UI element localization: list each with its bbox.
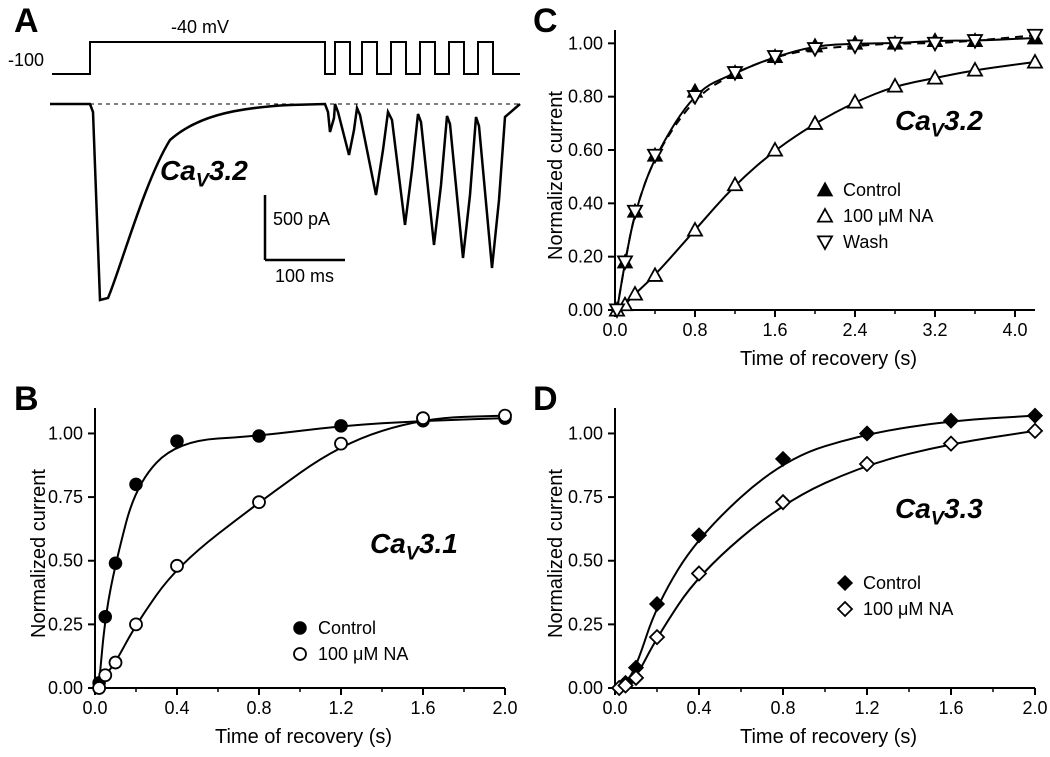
svg-text:Wash: Wash	[843, 232, 888, 252]
panel-a-scale-y: 500 pA	[273, 209, 330, 229]
svg-text:0.8: 0.8	[682, 320, 707, 340]
panel-c-title: CaV3.2	[895, 105, 983, 143]
panel-b-xlabel: Time of recovery (s)	[215, 726, 392, 749]
svg-text:0.25: 0.25	[568, 614, 603, 634]
panel-d-xlabel: Time of recovery (s)	[740, 726, 917, 749]
panel-b-title: CaV3.1	[370, 528, 458, 566]
panel-a-trace: -100 -40 mV 500 pA 100 ms	[0, 0, 525, 360]
svg-text:1.00: 1.00	[568, 423, 603, 443]
svg-text:0.00: 0.00	[568, 678, 603, 698]
svg-text:100 μM NA: 100 μM NA	[318, 644, 408, 664]
svg-text:0.00: 0.00	[48, 678, 83, 698]
svg-text:0.4: 0.4	[686, 698, 711, 718]
svg-text:0.00: 0.00	[568, 300, 603, 320]
svg-text:0.50: 0.50	[568, 551, 603, 571]
panel-c-ylabel: Normalized current	[545, 91, 568, 260]
svg-text:0.8: 0.8	[770, 698, 795, 718]
svg-text:0.75: 0.75	[568, 487, 603, 507]
svg-text:0.50: 0.50	[48, 551, 83, 571]
svg-text:0.40: 0.40	[568, 193, 603, 213]
svg-text:4.0: 4.0	[1002, 320, 1027, 340]
panel-d-title: CaV3.3	[895, 493, 983, 531]
svg-text:0.8: 0.8	[246, 698, 271, 718]
panel-a-v40: -40 mV	[171, 17, 229, 37]
panel-b: B 0.00.40.81.21.62.00.000.250.500.751.00…	[0, 378, 525, 756]
svg-text:1.00: 1.00	[48, 423, 83, 443]
svg-text:1.00: 1.00	[568, 33, 603, 53]
svg-text:0.75: 0.75	[48, 487, 83, 507]
svg-text:0.20: 0.20	[568, 247, 603, 267]
svg-text:0.80: 0.80	[568, 87, 603, 107]
svg-text:2.0: 2.0	[1022, 698, 1047, 718]
panel-a-v100: -100	[8, 50, 44, 70]
svg-text:1.6: 1.6	[938, 698, 963, 718]
panel-b-ylabel: Normalized current	[28, 469, 51, 638]
svg-text:100 μM NA: 100 μM NA	[843, 206, 933, 226]
svg-text:3.2: 3.2	[922, 320, 947, 340]
svg-text:0.25: 0.25	[48, 614, 83, 634]
svg-text:0.4: 0.4	[164, 698, 189, 718]
svg-text:100 μM NA: 100 μM NA	[863, 599, 953, 619]
svg-text:2.4: 2.4	[842, 320, 867, 340]
svg-text:Control: Control	[863, 573, 921, 593]
panel-d-chart: 0.0 0.4 0.8 1.2 1.6 2.0 0.00 0.25 0.50 0.75 1.00 Co…	[525, 378, 1050, 756]
svg-text:1.6: 1.6	[410, 698, 435, 718]
panel-b-chart: 0.0 0.4 0.8 1.2 1.6 2.0 0.00 0.25 0.50 0.75 1.00 Co…	[0, 378, 525, 756]
svg-text:0.0: 0.0	[602, 698, 627, 718]
panel-c: C 0.00.81.62.43.24.00.000.200.400.600.80…	[525, 0, 1050, 378]
svg-text:0.60: 0.60	[568, 140, 603, 160]
svg-text:Control: Control	[843, 180, 901, 200]
svg-text:1.2: 1.2	[328, 698, 353, 718]
panel-d: D 0.00.40.81.21.62.00.000.250.500.751.00…	[525, 378, 1050, 756]
svg-text:2.0: 2.0	[492, 698, 517, 718]
svg-text:1.6: 1.6	[762, 320, 787, 340]
svg-text:Control: Control	[318, 618, 376, 638]
panel-a: A -100 -40 mV 500 pA 100 ms CaV3.2	[0, 0, 525, 360]
figure-grid: A -100 -40 mV 500 pA 100 ms CaV3.2	[0, 0, 1050, 757]
panel-a-scale-x: 100 ms	[275, 266, 334, 286]
panel-a-title: CaV3.2	[160, 155, 248, 193]
panel-d-ylabel: Normalized current	[545, 469, 568, 638]
svg-text:0.0: 0.0	[602, 320, 627, 340]
panel-c-xlabel: Time of recovery (s)	[740, 348, 917, 371]
svg-text:1.2: 1.2	[854, 698, 879, 718]
panel-c-chart: 0.0 0.8 1.6 2.4 3.2 4.0 0.00 0.20 0.40 0.60 0.80 1.…	[525, 0, 1050, 378]
svg-text:0.0: 0.0	[82, 698, 107, 718]
